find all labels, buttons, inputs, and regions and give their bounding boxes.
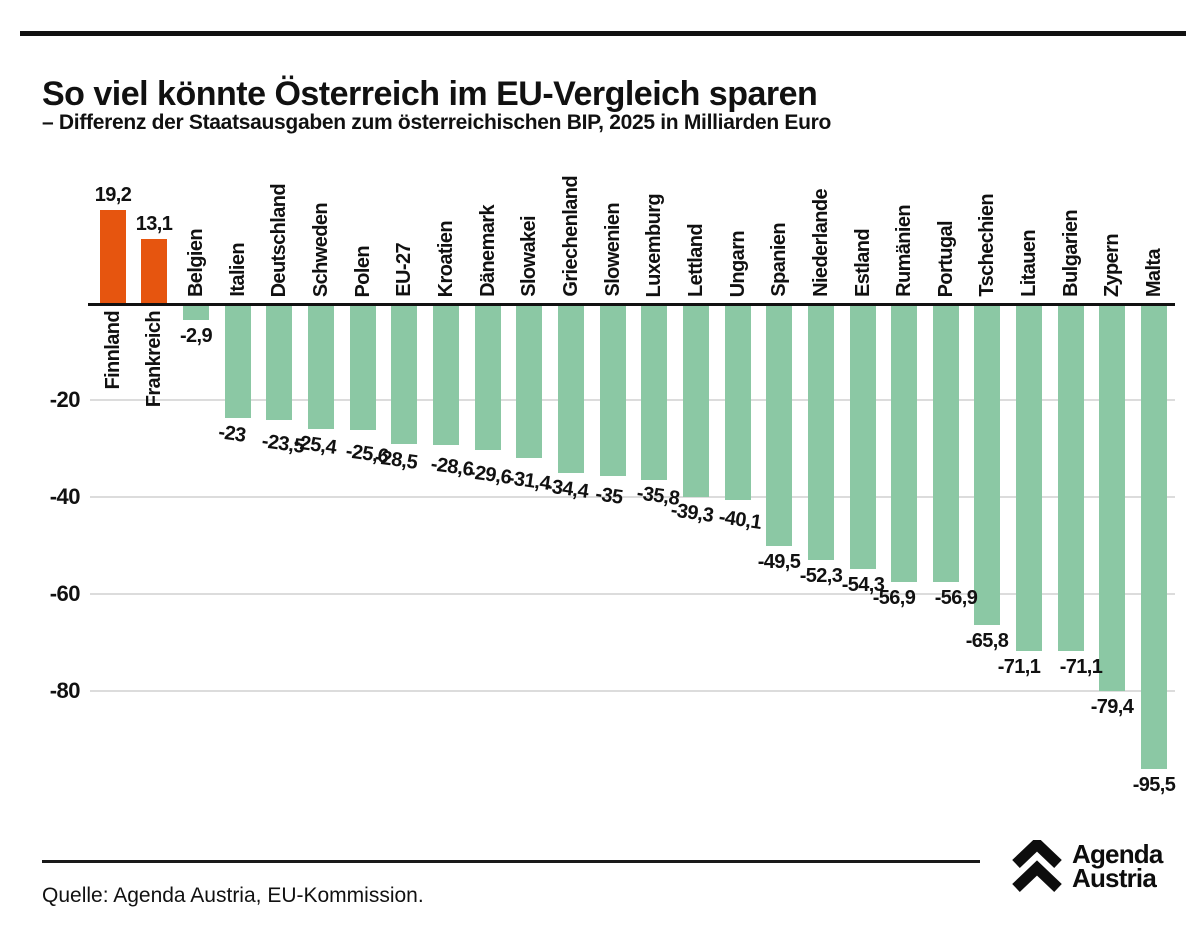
bar [641, 306, 667, 480]
bar [516, 306, 542, 459]
country-label: Slowenien [602, 203, 624, 297]
logo-line2: Austria [1072, 863, 1157, 893]
bar [850, 306, 876, 570]
country-label: Griechenland [560, 176, 582, 297]
value-label: -49,5 [757, 551, 801, 573]
country-label: Deutschland [268, 183, 290, 297]
page-subtitle: – Differenz der Staatsausgaben zum öster… [42, 111, 832, 134]
logo-text: Agenda Austria [1072, 839, 1163, 893]
country-label: Slowakei [518, 216, 540, 297]
bar [308, 306, 334, 430]
page-title: So viel könnte Österreich im EU-Vergleic… [42, 74, 818, 113]
country-label: Malta [1143, 248, 1165, 297]
value-label: -65,8 [965, 630, 1009, 652]
logo-line1: Agenda [1072, 839, 1163, 869]
value-label: -71,1 [997, 656, 1041, 678]
y-tick-label: -40 [49, 484, 81, 509]
value-label: -52,3 [799, 565, 843, 587]
country-label: EU-27 [393, 243, 415, 297]
country-label: Rumänien [893, 205, 915, 297]
bar [141, 239, 167, 303]
bar [766, 306, 792, 547]
bar [891, 306, 917, 582]
y-tick-label: -60 [49, 581, 81, 606]
bar [266, 306, 292, 420]
country-label: Belgien [185, 228, 207, 297]
country-label: Lettland [685, 224, 707, 297]
grid-line [90, 593, 1175, 595]
bar [1016, 306, 1042, 651]
bar [1058, 306, 1084, 651]
bar [475, 306, 501, 450]
country-label: Schweden [310, 202, 332, 297]
country-label: Litauen [1018, 230, 1040, 297]
bar [725, 306, 751, 501]
value-label: 13,1 [135, 213, 173, 236]
source-text: Quelle: Agenda Austria, EU-Kommission. [42, 884, 424, 907]
bar [1099, 306, 1125, 692]
bar [933, 306, 959, 582]
bar [433, 306, 459, 445]
country-label: Spanien [768, 223, 790, 297]
bar [391, 306, 417, 445]
value-label: -56,9 [872, 587, 916, 609]
country-label: Polen [352, 245, 374, 297]
zero-baseline [88, 303, 1175, 306]
country-label: Tschechien [976, 194, 998, 297]
value-label: -95,5 [1132, 774, 1176, 796]
country-label: Dänemark [477, 205, 499, 297]
bar [183, 306, 209, 321]
country-label: Kroatien [435, 220, 457, 297]
bar [100, 209, 126, 303]
bar [1141, 306, 1167, 770]
country-label: Finnland [102, 311, 124, 390]
top-rule [20, 31, 1186, 36]
footer-rule [42, 860, 980, 863]
country-label: Zypern [1101, 233, 1123, 297]
value-label: -71,1 [1059, 656, 1103, 678]
country-label: Ungarn [727, 230, 749, 297]
agenda-austria-logo: Agenda Austria [1010, 840, 1180, 900]
grid-line [90, 496, 1175, 498]
bar [350, 306, 376, 431]
value-label: -56,9 [934, 587, 978, 609]
y-tick-label: -80 [49, 678, 81, 703]
value-label: 19,2 [94, 183, 132, 206]
value-label: -54,3 [841, 574, 885, 596]
country-label: Luxemburg [643, 193, 665, 298]
y-tick-label: -20 [49, 387, 81, 412]
bar-chart: -20 -40 -60 -80 Finnland 19,2 Frankreich 13,1 Be… [0, 170, 1200, 830]
country-label: Niederlande [810, 189, 832, 297]
value-label: -79,4 [1090, 696, 1134, 718]
country-label: Italien [227, 243, 249, 297]
country-label: Bulgarien [1060, 210, 1082, 297]
country-label: Estland [852, 228, 874, 297]
bar [225, 306, 251, 418]
bar [558, 306, 584, 473]
bar [808, 306, 834, 560]
bar [974, 306, 1000, 626]
bar [683, 306, 709, 497]
bar [600, 306, 626, 476]
country-label: Portugal [935, 220, 957, 297]
double-chevron-up-icon [1012, 840, 1062, 892]
grid-line [90, 399, 1175, 401]
value-label: -2,9 [179, 325, 213, 347]
grid-line [90, 690, 1175, 692]
